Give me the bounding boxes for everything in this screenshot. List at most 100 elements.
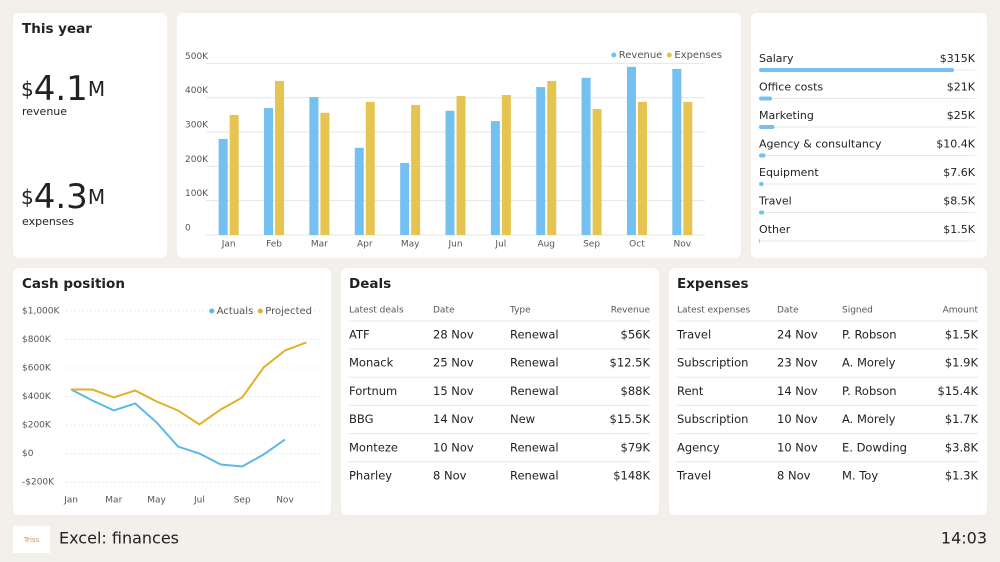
y-tick-label: $600K (22, 364, 52, 374)
cell: Fortnum (349, 384, 397, 398)
item-value: $25K (947, 109, 976, 122)
item-value: $7.6K (943, 166, 975, 179)
revenue-label: revenue (22, 105, 67, 118)
cell: A. Morely (842, 356, 896, 370)
cell: Rent (677, 384, 704, 398)
cell: 8 Nov (433, 469, 467, 483)
bar (264, 108, 274, 235)
cell: 10 Nov (777, 440, 818, 454)
bar (759, 239, 760, 243)
x-tick-label: Aug (537, 240, 555, 250)
bar (536, 87, 546, 235)
cell: E. Dowding (842, 440, 907, 454)
cell: $56K (621, 328, 651, 342)
y-tick-label: -$200K (22, 478, 55, 488)
cell: Subscription (677, 356, 748, 370)
cell: M. Toy (842, 469, 878, 483)
expenses-label: expenses (22, 215, 74, 228)
unit: M (88, 77, 105, 101)
bar (400, 162, 410, 235)
column-header: Revenue (611, 306, 651, 316)
amount: 4.1 (34, 69, 88, 109)
x-tick-label: Feb (266, 240, 282, 250)
cell: Subscription (677, 412, 748, 426)
bar (229, 114, 239, 235)
cell: Renewal (510, 469, 559, 483)
cell: 10 Nov (433, 440, 474, 454)
legend-label: Revenue (619, 50, 663, 61)
bar (626, 66, 636, 235)
y-tick-label: $200K (22, 421, 52, 431)
column-header: Latest deals (349, 306, 404, 316)
x-tick-label: Apr (357, 240, 373, 250)
column-header: Amount (943, 306, 979, 316)
bar (759, 125, 775, 129)
x-tick-label: Oct (629, 240, 645, 250)
deals-title: Deals (349, 276, 391, 292)
expenses-title: Expenses (677, 276, 749, 292)
cell: Monack (349, 356, 394, 370)
cell: Renewal (510, 384, 559, 398)
unit: M (88, 185, 105, 209)
y-tick-label: 100K (185, 189, 209, 199)
bar (592, 109, 602, 235)
bar (218, 138, 228, 235)
x-tick-label: Jan (221, 240, 236, 250)
bar (501, 95, 511, 235)
item-name: Marketing (759, 109, 814, 122)
cell: Agency (677, 440, 720, 454)
cell: 10 Nov (777, 412, 818, 426)
item-name: Travel (758, 195, 792, 208)
cell: 14 Nov (777, 384, 818, 398)
currency: $ (21, 185, 34, 209)
cell: Renewal (510, 356, 559, 370)
x-tick-label: Jul (494, 240, 506, 250)
cell: 8 Nov (777, 469, 811, 483)
cell: ATF (349, 328, 370, 342)
bar (309, 97, 319, 235)
column-header: Date (777, 306, 799, 316)
bar (456, 96, 466, 235)
x-tick-label: May (401, 240, 420, 250)
cell: $1.3K (945, 469, 979, 483)
cell: $15.4K (938, 384, 979, 398)
cell: Travel (676, 469, 711, 483)
column-header: Signed (842, 306, 873, 316)
deals-card (341, 268, 659, 515)
summary-title: This year (22, 21, 92, 37)
legend-marker (611, 52, 617, 58)
bar (759, 153, 766, 158)
cell: $79K (621, 440, 651, 454)
x-tick-label: Jun (447, 240, 462, 250)
bar (320, 112, 330, 235)
item-value: $315K (940, 52, 976, 65)
y-tick-label: 200K (185, 155, 209, 165)
bar (411, 104, 421, 235)
item-name: Salary (759, 52, 794, 65)
cell: $88K (621, 384, 651, 398)
cell: P. Robson (842, 328, 897, 342)
item-value: $21K (947, 81, 976, 94)
line (70, 388, 286, 468)
x-tick-label: Jul (193, 496, 205, 506)
cell: 23 Nov (777, 356, 818, 370)
legend-label: Projected (265, 306, 312, 317)
legend-label: Expenses (674, 50, 722, 61)
cell: Renewal (510, 328, 559, 342)
legend-marker (209, 308, 215, 314)
bar (759, 68, 954, 72)
cash-title: Cash position (22, 276, 125, 292)
expenses-card (669, 268, 987, 515)
column-header: Date (433, 306, 455, 316)
cell: P. Robson (842, 384, 897, 398)
amount: 4.3 (34, 177, 88, 217)
cell: 28 Nov (433, 328, 474, 342)
item-value: $10.4K (936, 138, 975, 151)
x-tick-label: Mar (105, 496, 122, 506)
cell: $148K (613, 469, 650, 483)
item-name: Office costs (759, 81, 823, 94)
cell: 14 Nov (433, 412, 474, 426)
bar (759, 210, 765, 215)
cell: A. Morely (842, 412, 896, 426)
